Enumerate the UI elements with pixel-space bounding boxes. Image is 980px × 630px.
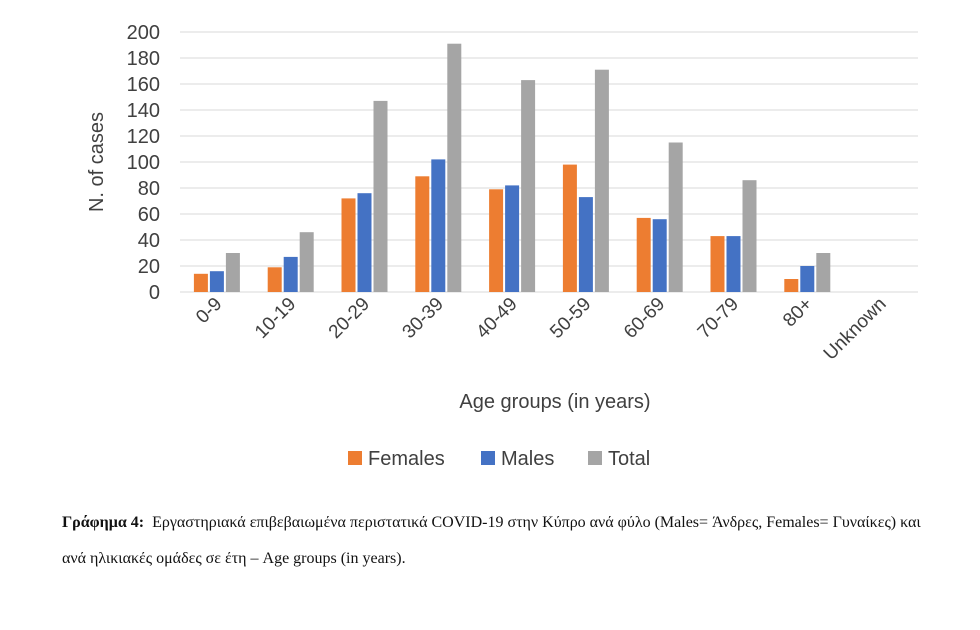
legend-label-total: Total [608, 448, 650, 470]
bars [193, 43, 831, 293]
legend-swatch-females [348, 451, 362, 465]
bar-males-0-9 [209, 271, 224, 292]
x-tick-label: 0-9 [192, 294, 226, 328]
y-tick-label: 140 [127, 100, 160, 122]
gridlines [180, 31, 918, 293]
bar-males-40-49 [505, 185, 520, 292]
x-tick-label: 10-19 [251, 294, 300, 343]
legend: Females Males Total [348, 448, 650, 470]
y-tick-label: 100 [127, 152, 160, 174]
y-tick-label: 80 [138, 178, 160, 200]
bar-males-50-59 [578, 197, 593, 292]
legend-swatch-total [588, 451, 602, 465]
bar-total-50-59 [594, 69, 609, 292]
bar-females-50-59 [562, 164, 577, 292]
bar-males-10-19 [283, 256, 298, 292]
bar-total-30-39 [447, 43, 462, 293]
x-tick-label: 30-39 [399, 294, 448, 343]
bar-total-60-69 [668, 142, 683, 292]
x-tick-label: 50-59 [546, 294, 595, 343]
figure-caption: Γράφημα 4: Εργαστηριακά επιβεβαιωμένα πε… [62, 505, 942, 577]
x-tick-label: 70-79 [694, 294, 743, 343]
bar-females-20-29 [341, 198, 356, 292]
legend-swatch-males [481, 451, 495, 465]
bar-females-70-79 [710, 236, 725, 292]
y-axis-ticks: 0 20 40 60 80 100 120 140 160 180 200 [127, 22, 160, 304]
bar-males-80+ [800, 266, 815, 292]
bar-females-30-39 [415, 176, 430, 292]
bar-females-10-19 [267, 267, 282, 292]
bar-females-40-49 [489, 189, 504, 292]
x-axis-ticks: 0-9 10-19 20-29 30-39 40-49 50-59 60-69 70-79 80… [192, 294, 890, 365]
y-tick-label: 20 [138, 256, 160, 278]
bar-males-70-79 [726, 236, 741, 292]
x-tick-label: 60-69 [620, 294, 669, 343]
x-tick-label: 40-49 [472, 294, 521, 343]
x-tick-label: 20-29 [325, 294, 374, 343]
bar-total-10-19 [299, 232, 314, 292]
y-tick-label: 180 [127, 48, 160, 70]
bar-males-30-39 [431, 159, 446, 292]
bar-total-20-29 [373, 100, 388, 293]
y-tick-label: 120 [127, 126, 160, 148]
y-tick-label: 200 [127, 22, 160, 44]
y-tick-label: 40 [138, 230, 160, 252]
caption-text: Εργαστηριακά επιβεβαιωμένα περιστατικά C… [62, 514, 921, 567]
y-axis-label: N. of cases [86, 112, 108, 212]
bar-total-40-49 [521, 80, 536, 292]
bar-total-70-79 [742, 180, 757, 292]
y-tick-label: 160 [127, 74, 160, 96]
x-tick-label: Unknown [820, 294, 891, 365]
bar-females-0-9 [193, 273, 208, 292]
legend-label-males: Males [501, 448, 554, 470]
bar-females-60-69 [636, 217, 651, 292]
y-tick-label: 60 [138, 204, 160, 226]
y-tick-label: 0 [149, 282, 160, 304]
bar-total-80+ [816, 253, 831, 292]
bar-males-60-69 [652, 219, 667, 292]
bar-chart: 0 20 40 60 80 100 120 140 160 180 200 0-9 10-19 20-2… [86, 22, 918, 470]
bar-females-80+ [784, 279, 799, 292]
x-tick-label: 80+ [779, 294, 817, 332]
bar-total-0-9 [225, 253, 240, 292]
bar-males-20-29 [357, 193, 372, 292]
x-axis-label: Age groups (in years) [459, 391, 650, 413]
caption-label: Γράφημα 4: [62, 514, 145, 531]
legend-label-females: Females [368, 448, 445, 470]
